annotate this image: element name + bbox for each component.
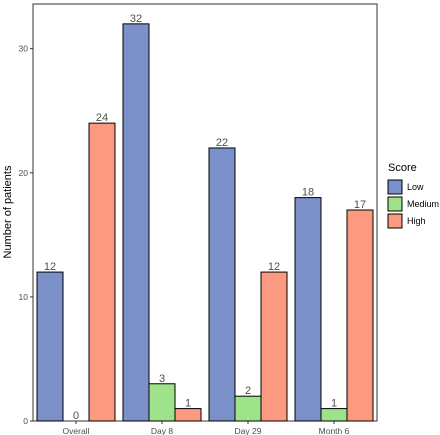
data-label-low-day-29: 22	[216, 137, 228, 149]
data-label-high-day-8: 1	[185, 398, 191, 410]
legend-label-medium: Medium	[407, 199, 439, 209]
bar-low-month-6	[294, 197, 322, 422]
data-label-high-overall: 24	[96, 112, 108, 124]
data-label-medium-day-29: 2	[245, 385, 251, 397]
x-tick-label-day-29: Day 29	[235, 426, 262, 435]
data-label-low-month-6: 18	[302, 187, 314, 199]
data-label-medium-month-6: 1	[331, 398, 337, 410]
bar-low-overall	[36, 271, 64, 422]
y-axis-label: Number of patients	[2, 165, 14, 258]
x-tick-label-overall: Overall	[63, 426, 90, 435]
legend: Score Low Medium High	[387, 162, 439, 229]
legend-title: Score	[388, 162, 417, 174]
bar-high-overall	[88, 122, 116, 422]
y-tick-label-0: 0	[23, 416, 28, 426]
legend-label-high: High	[407, 216, 426, 226]
bar-high-day-8	[174, 408, 202, 422]
data-label-high-day-29: 12	[268, 261, 280, 273]
legend-key-medium	[387, 196, 403, 212]
x-tick-label-month-6: Month 6	[319, 426, 350, 435]
data-label-low-day-8: 32	[130, 13, 142, 25]
x-tick-label-day-8: Day 8	[151, 426, 173, 435]
bar-medium-day-29	[234, 395, 262, 422]
data-label-low-overall: 12	[44, 261, 56, 273]
bar-medium-month-6	[320, 408, 348, 422]
bar-low-day-8	[122, 23, 150, 422]
bar-high-day-29	[260, 271, 288, 422]
plot-panel	[32, 3, 378, 422]
legend-key-low	[387, 179, 403, 195]
bar-medium-day-8	[148, 383, 176, 422]
y-tick-label-20: 20	[19, 168, 29, 178]
data-label-medium-day-8: 3	[159, 373, 165, 385]
bar-low-day-29	[208, 147, 236, 422]
y-tick-label-10: 10	[19, 292, 29, 302]
bar-high-month-6	[346, 209, 374, 422]
data-label-high-month-6: 17	[354, 199, 366, 211]
data-label-medium-overall: 0	[73, 410, 79, 422]
legend-label-low: Low	[407, 182, 424, 192]
y-tick-label-30: 30	[19, 44, 29, 54]
legend-key-high	[387, 213, 403, 229]
